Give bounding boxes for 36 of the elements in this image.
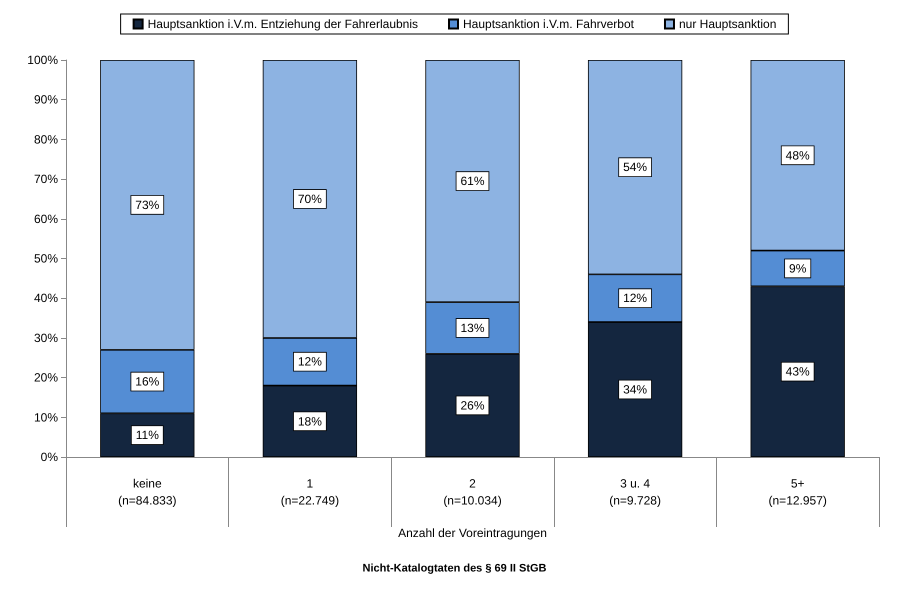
data-label: 73% [135, 198, 160, 212]
data-label: 26% [460, 398, 485, 412]
data-label: 12% [623, 291, 648, 306]
x-tick-label: 2 (n=10.034) [443, 476, 502, 508]
legend-label: Hauptsanktion i.V.m. Fahrverbot [463, 17, 635, 31]
x-tick-label: 1 (n=22.749) [280, 476, 340, 508]
y-tick-label: 20% [34, 370, 58, 385]
text: Nicht-Katalogtaten des § 69 II StGB [362, 562, 547, 574]
data-label: 18% [298, 414, 322, 428]
data-label: 12% [298, 354, 322, 369]
y-tick-label: 0% [40, 450, 58, 464]
y-tick-label: 70% [34, 172, 58, 186]
y-tick-label: 100% [27, 53, 58, 67]
data-label: 70% [298, 192, 322, 206]
legend-label: nur Hauptsanktion [678, 17, 776, 31]
data-label: 34% [623, 382, 648, 397]
y-tick-label: 90% [34, 92, 58, 107]
y-tick-label: 40% [34, 291, 58, 306]
y-tick-label: 60% [34, 212, 58, 226]
data-label: 54% [623, 160, 648, 174]
x-axis-title: Anzahl der Voreintragungen [398, 526, 547, 540]
y-tick-label: 50% [34, 252, 58, 266]
data-label: 9% [789, 261, 807, 276]
data-label: 48% [786, 148, 810, 162]
y-tick-label: 10% [34, 410, 58, 424]
data-label: 43% [786, 364, 810, 379]
y-tick-label: 30% [34, 330, 58, 345]
data-label: 11% [136, 428, 160, 442]
legend-label: Hauptsanktion i.V.m. Entziehung der Fahrerlaubnis [148, 17, 418, 31]
data-label: 61% [460, 174, 485, 188]
x-tick-label: 3 u. 4 (n=9.728) [609, 476, 661, 508]
data-label: 16% [135, 374, 160, 389]
x-tick-label: keine (n=84.833) [118, 476, 176, 508]
x-tick-label: 5+ (n=12.957) [768, 476, 827, 508]
data-label: 13% [460, 320, 485, 335]
y-tick-label: 80% [34, 132, 58, 146]
